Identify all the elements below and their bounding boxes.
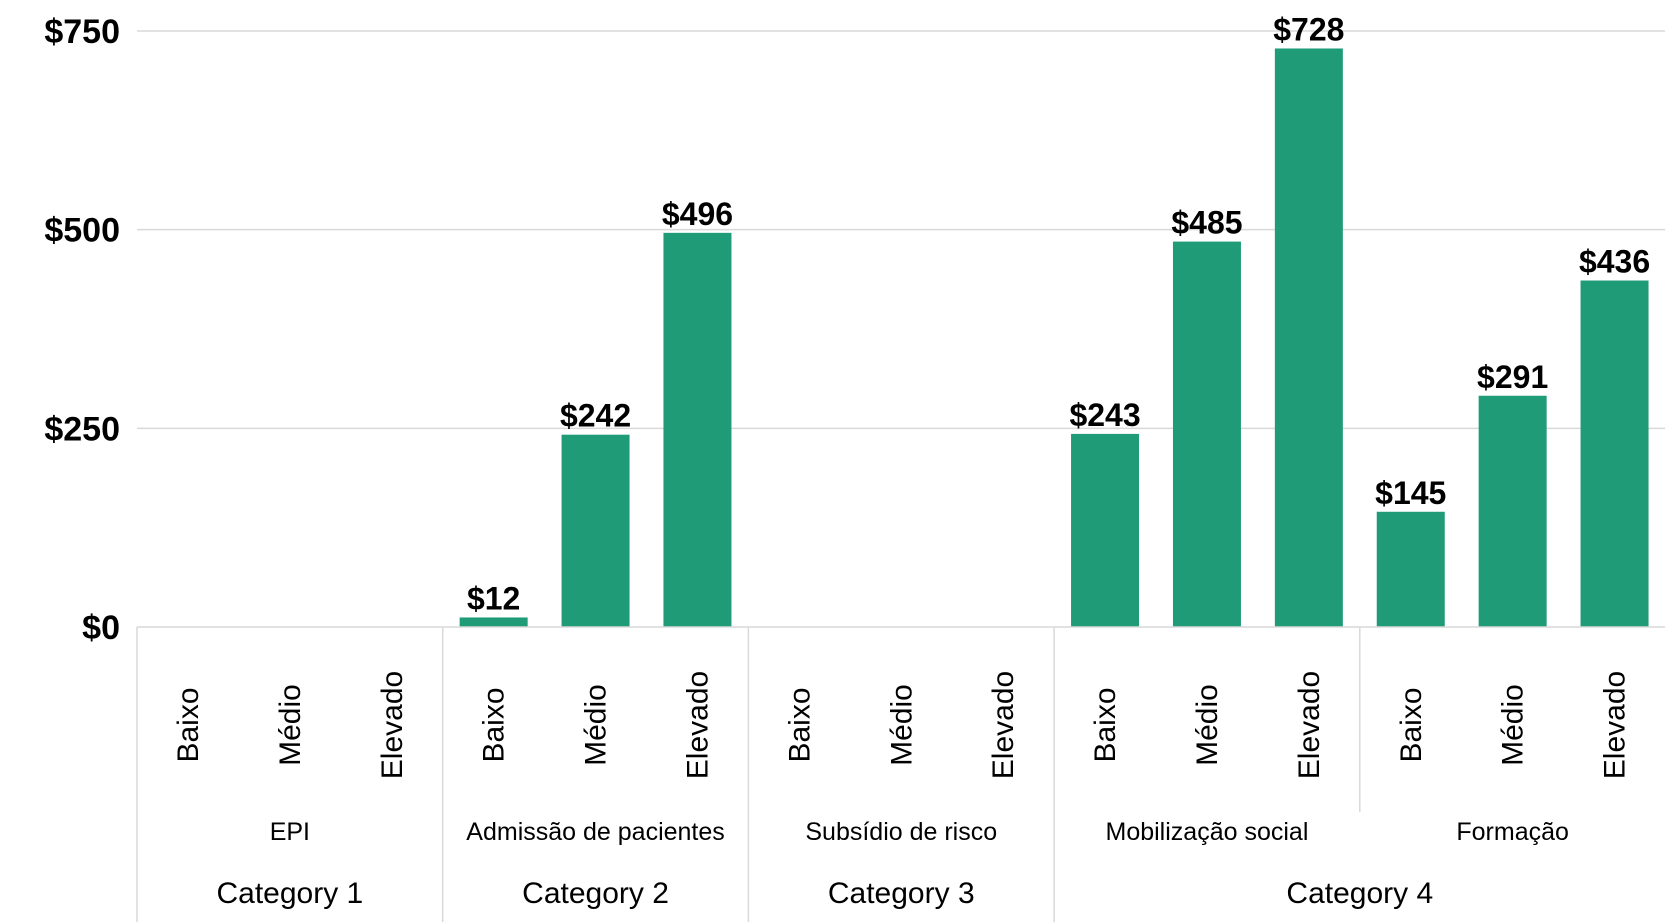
subgroup-label: Admissão de pacientes [466, 818, 724, 846]
level-tick-label: Elevado [987, 671, 1020, 779]
data-label: $436 [1579, 244, 1650, 280]
data-label: $145 [1375, 475, 1446, 511]
category-label: Category 4 [1286, 877, 1433, 910]
bar [1274, 48, 1343, 627]
bar [1071, 433, 1140, 627]
level-tick-label: Baixo [172, 687, 205, 762]
level-tick-label: Médio [274, 684, 307, 766]
bar [561, 434, 630, 627]
gridlines [137, 30, 1665, 430]
bar [459, 617, 528, 627]
level-tick-label: Baixo [478, 687, 511, 762]
data-label: $242 [560, 398, 631, 434]
bars [459, 48, 1649, 627]
level-tick-label: Elevado [1293, 671, 1326, 779]
category-label: Category 2 [522, 877, 669, 910]
level-tick-label: Elevado [681, 671, 714, 779]
subgroup-label: Mobilização social [1106, 818, 1309, 846]
category-label: Category 3 [828, 877, 975, 910]
level-tick-label: Elevado [376, 671, 409, 779]
bar [1580, 280, 1649, 627]
level-tick-label: Médio [1497, 684, 1530, 766]
y-tick-label: $0 [82, 609, 120, 647]
y-tick-label: $250 [44, 410, 120, 448]
subgroup-label: Formação [1456, 818, 1569, 846]
data-label: $12 [467, 580, 520, 616]
subgroup-label: Subsídio de risco [805, 818, 997, 846]
level-tick-label: Baixo [1089, 687, 1122, 762]
level-tick-label: Baixo [1395, 687, 1428, 762]
level-tick-label: Baixo [783, 687, 816, 762]
bar [1376, 511, 1445, 627]
y-axis: $0 $250 $500 $750 [44, 13, 120, 647]
y-tick-label: $500 [44, 212, 120, 250]
data-labels: $12 $242 $496 $243 $485 $728 $145 $291 $436 [467, 11, 1650, 616]
level-tick-label: Médio [580, 684, 613, 766]
x-axis: Baixo Médio Elevado EPI Category 1 Baixo Médio… [136, 626, 1665, 922]
subgroup-label: EPI [270, 818, 310, 846]
level-tick-label: Elevado [1599, 671, 1632, 779]
y-tick-label: $750 [44, 13, 120, 51]
level-tick-label: Médio [1191, 684, 1224, 766]
bar [1478, 395, 1547, 627]
data-label: $496 [662, 196, 733, 232]
data-label: $243 [1069, 397, 1140, 433]
data-label: $485 [1171, 205, 1242, 241]
level-tick-label: Médio [885, 684, 918, 766]
data-label: $291 [1477, 359, 1548, 395]
bar [663, 232, 732, 627]
data-label: $728 [1273, 11, 1344, 47]
bar [1172, 241, 1241, 627]
category-label: Category 1 [216, 877, 363, 910]
